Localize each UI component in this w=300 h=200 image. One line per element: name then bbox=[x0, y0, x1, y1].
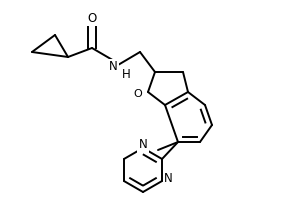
Text: N: N bbox=[139, 138, 147, 152]
Text: O: O bbox=[87, 11, 97, 24]
Text: N: N bbox=[164, 172, 173, 186]
Text: H: H bbox=[122, 68, 130, 80]
Text: N: N bbox=[109, 60, 117, 73]
Text: O: O bbox=[133, 89, 142, 99]
